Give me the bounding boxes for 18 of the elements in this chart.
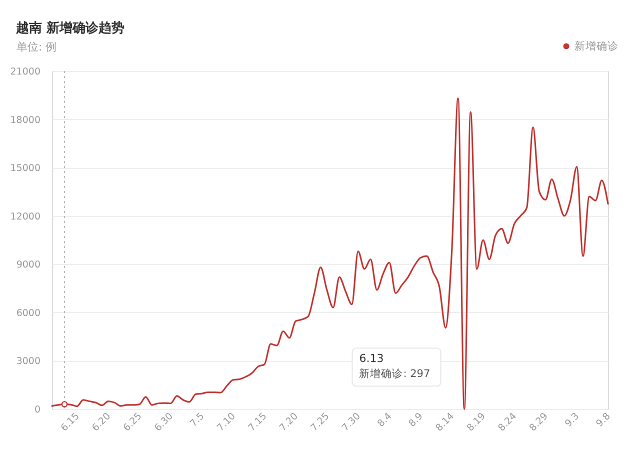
x-tick-label: 9.3 bbox=[563, 410, 582, 430]
y-tick-label: 9000 bbox=[16, 260, 40, 271]
chart-title: 越南 新增确诊趋势 bbox=[15, 20, 125, 36]
annotation: 6.13 新增确诊: 297 bbox=[359, 352, 430, 380]
x-tick-label: 7.5 bbox=[188, 410, 207, 430]
y-tick-label: 15000 bbox=[10, 163, 40, 174]
x-tick-label: 8.4 bbox=[376, 410, 394, 430]
y-tick-label: 6000 bbox=[16, 308, 40, 319]
x-tick-label: 9.8 bbox=[594, 410, 613, 430]
line-series bbox=[51, 98, 609, 410]
x-tick-label: 8.9 bbox=[406, 410, 426, 430]
legend-label: 新增确诊 bbox=[574, 39, 618, 52]
y-tick-label: 21000 bbox=[10, 66, 40, 78]
y-tick-label: 0 bbox=[34, 404, 40, 416]
y-axis-title: 单位: 例 bbox=[16, 40, 57, 54]
y-tick-label: 3000 bbox=[16, 356, 40, 368]
y-tick-label: 18000 bbox=[10, 114, 40, 126]
y-tick-label: 12000 bbox=[10, 211, 40, 222]
